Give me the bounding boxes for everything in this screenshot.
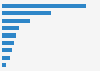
Bar — [2, 63, 6, 67]
Bar — [2, 11, 51, 15]
Bar — [2, 33, 16, 38]
Bar — [2, 41, 14, 45]
Bar — [2, 56, 10, 60]
Bar — [2, 26, 19, 30]
Bar — [2, 4, 86, 8]
Bar — [2, 19, 30, 23]
Bar — [2, 48, 12, 52]
